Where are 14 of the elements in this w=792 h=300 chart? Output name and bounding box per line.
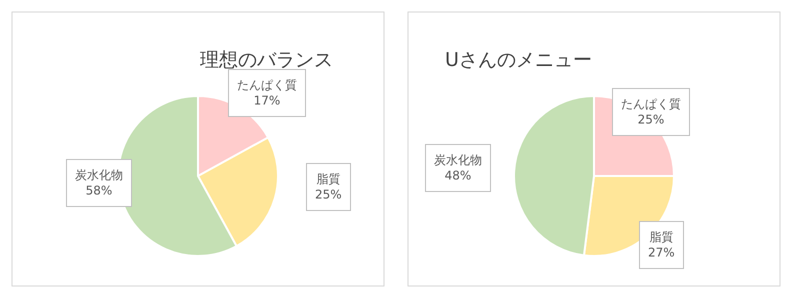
slice-label: 脂質 (316, 172, 340, 186)
slice-label: たんぱく質 (237, 78, 297, 92)
data-label: 25% (638, 112, 664, 127)
slice-label: 炭水化物 (75, 168, 123, 182)
data-label: 58% (86, 184, 112, 198)
data-label: 17% (254, 94, 280, 108)
chart-title: Uさんのメニュー (445, 49, 592, 71)
chart-title: 理想のバランス (200, 49, 333, 71)
slice-label: 脂質 (649, 230, 674, 244)
slice-label: たんぱく質 (621, 97, 681, 111)
data-label: 27% (648, 246, 675, 260)
data-label: 25% (315, 188, 342, 202)
slice-label: 炭水化物 (434, 153, 482, 167)
data-label: 48% (444, 168, 472, 183)
